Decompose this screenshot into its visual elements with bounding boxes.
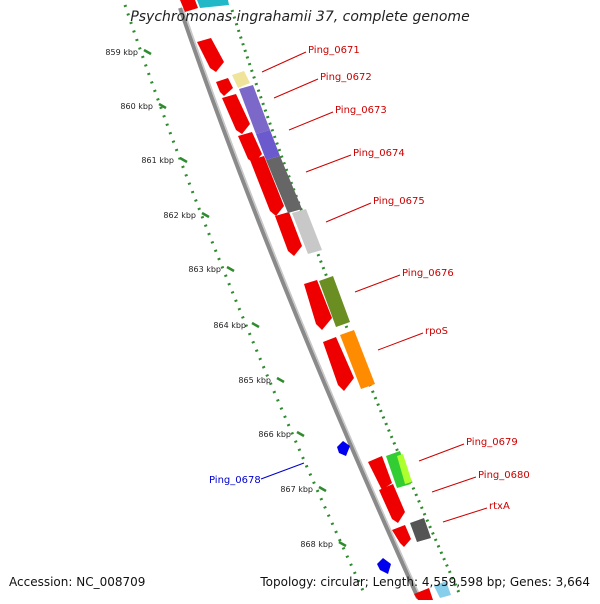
leader-line — [325, 202, 372, 223]
ruler-tick — [251, 321, 260, 329]
cds-feature[interactable] — [222, 94, 250, 134]
ruler-tick — [201, 211, 210, 219]
cog-box[interactable] — [197, 0, 229, 8]
gene-label[interactable]: Ping_0675 — [373, 196, 425, 207]
gene-label[interactable]: Ping_0676 — [402, 268, 454, 279]
cog-box[interactable] — [319, 276, 350, 327]
gene-label-reverse[interactable]: Ping_0678 — [209, 475, 261, 486]
gene-label[interactable]: Ping_0672 — [320, 72, 372, 83]
ruler-tick-label: 866 kbp — [258, 430, 291, 439]
feature-labels: Ping_0671 Ping_0672 Ping_0673 Ping_0674 … — [209, 45, 530, 523]
cog-box[interactable] — [232, 71, 250, 88]
ruler-tick-label: 864 kbp — [213, 321, 246, 330]
ruler-tick — [179, 156, 188, 164]
ruler-tick — [143, 48, 152, 56]
leader-line — [431, 476, 477, 493]
cds-feature[interactable] — [304, 280, 332, 330]
ruler-tick-label: 860 kbp — [120, 102, 153, 111]
leader-line — [418, 443, 465, 462]
ruler-tick-label: 859 kbp — [105, 48, 138, 57]
ruler-tick — [158, 102, 167, 110]
cog-box[interactable] — [256, 130, 280, 160]
cds-feature[interactable] — [197, 38, 224, 72]
leader-line — [288, 111, 334, 131]
leader-line-reverse — [260, 462, 305, 480]
cds-feature[interactable] — [250, 156, 284, 216]
cds-feature[interactable] — [216, 78, 233, 96]
gene-label[interactable]: Ping_0680 — [478, 470, 530, 481]
cds-feature[interactable] — [368, 456, 392, 490]
cds-track — [180, 0, 433, 600]
leader-line — [273, 78, 319, 99]
leader-line — [261, 51, 307, 73]
ruler-tick-label: 867 kbp — [280, 485, 313, 494]
page-title: Psychromonas ingrahamii 37, complete gen… — [130, 9, 470, 25]
cog-box[interactable] — [340, 330, 375, 389]
cog-box[interactable] — [397, 454, 412, 484]
ruler-tick-label: 861 kbp — [141, 156, 174, 165]
cds-feature[interactable] — [275, 212, 302, 256]
ruler-tick — [318, 485, 327, 493]
ruler: 859 kbp 860 kbp 861 kbp 862 kbp 863 kbp 864 k… — [105, 4, 462, 596]
cog-box[interactable] — [239, 85, 270, 134]
backbone — [178, 7, 422, 599]
cds-feature[interactable] — [414, 588, 433, 600]
cds-feature-reverse[interactable] — [337, 441, 350, 456]
cds-feature[interactable] — [392, 525, 411, 547]
ruler-tick-label: 863 kbp — [188, 265, 221, 274]
accession-text: Accession: NC_008709 — [9, 575, 146, 589]
cds-feature[interactable] — [180, 0, 198, 12]
ruler-tick-label: 862 kbp — [163, 211, 196, 220]
gene-label[interactable]: Ping_0671 — [308, 45, 360, 56]
backbone-highlight — [182, 7, 422, 599]
ruler-tick — [296, 430, 305, 438]
cds-feature-reverse[interactable] — [377, 558, 391, 574]
cog-box[interactable] — [292, 209, 322, 254]
ruler-tick — [276, 376, 285, 384]
leader-line — [354, 274, 401, 293]
cog-box[interactable] — [266, 156, 302, 213]
ruler-tick-label: 865 kbp — [238, 376, 271, 385]
cog-box[interactable] — [410, 518, 431, 542]
cog-box[interactable] — [434, 581, 451, 598]
leader-line — [305, 154, 352, 173]
gene-label[interactable]: Ping_0674 — [353, 148, 405, 159]
cds-feature[interactable] — [323, 337, 354, 391]
gene-label[interactable]: Ping_0673 — [335, 105, 387, 116]
genome-stats-text: Topology: circular; Length: 4,559,598 bp… — [260, 575, 590, 589]
ruler-tick — [338, 540, 347, 548]
gene-label[interactable]: rtxA — [489, 501, 510, 512]
cds-feature[interactable] — [238, 132, 262, 163]
cog-track — [197, 0, 451, 598]
cds-feature[interactable] — [379, 484, 405, 523]
ruler-ticks: 859 kbp 860 kbp 861 kbp 862 kbp 863 kbp 864 k… — [105, 48, 347, 549]
ruler-tick-label: 868 kbp — [300, 540, 333, 549]
backbone-line — [178, 7, 420, 599]
gene-label[interactable]: rpoS — [425, 326, 448, 337]
gene-label[interactable]: Ping_0679 — [466, 437, 518, 448]
leader-line — [377, 332, 424, 351]
ruler-outer-arc — [230, 9, 462, 596]
leader-line — [442, 507, 488, 523]
ruler-tick — [226, 265, 235, 273]
